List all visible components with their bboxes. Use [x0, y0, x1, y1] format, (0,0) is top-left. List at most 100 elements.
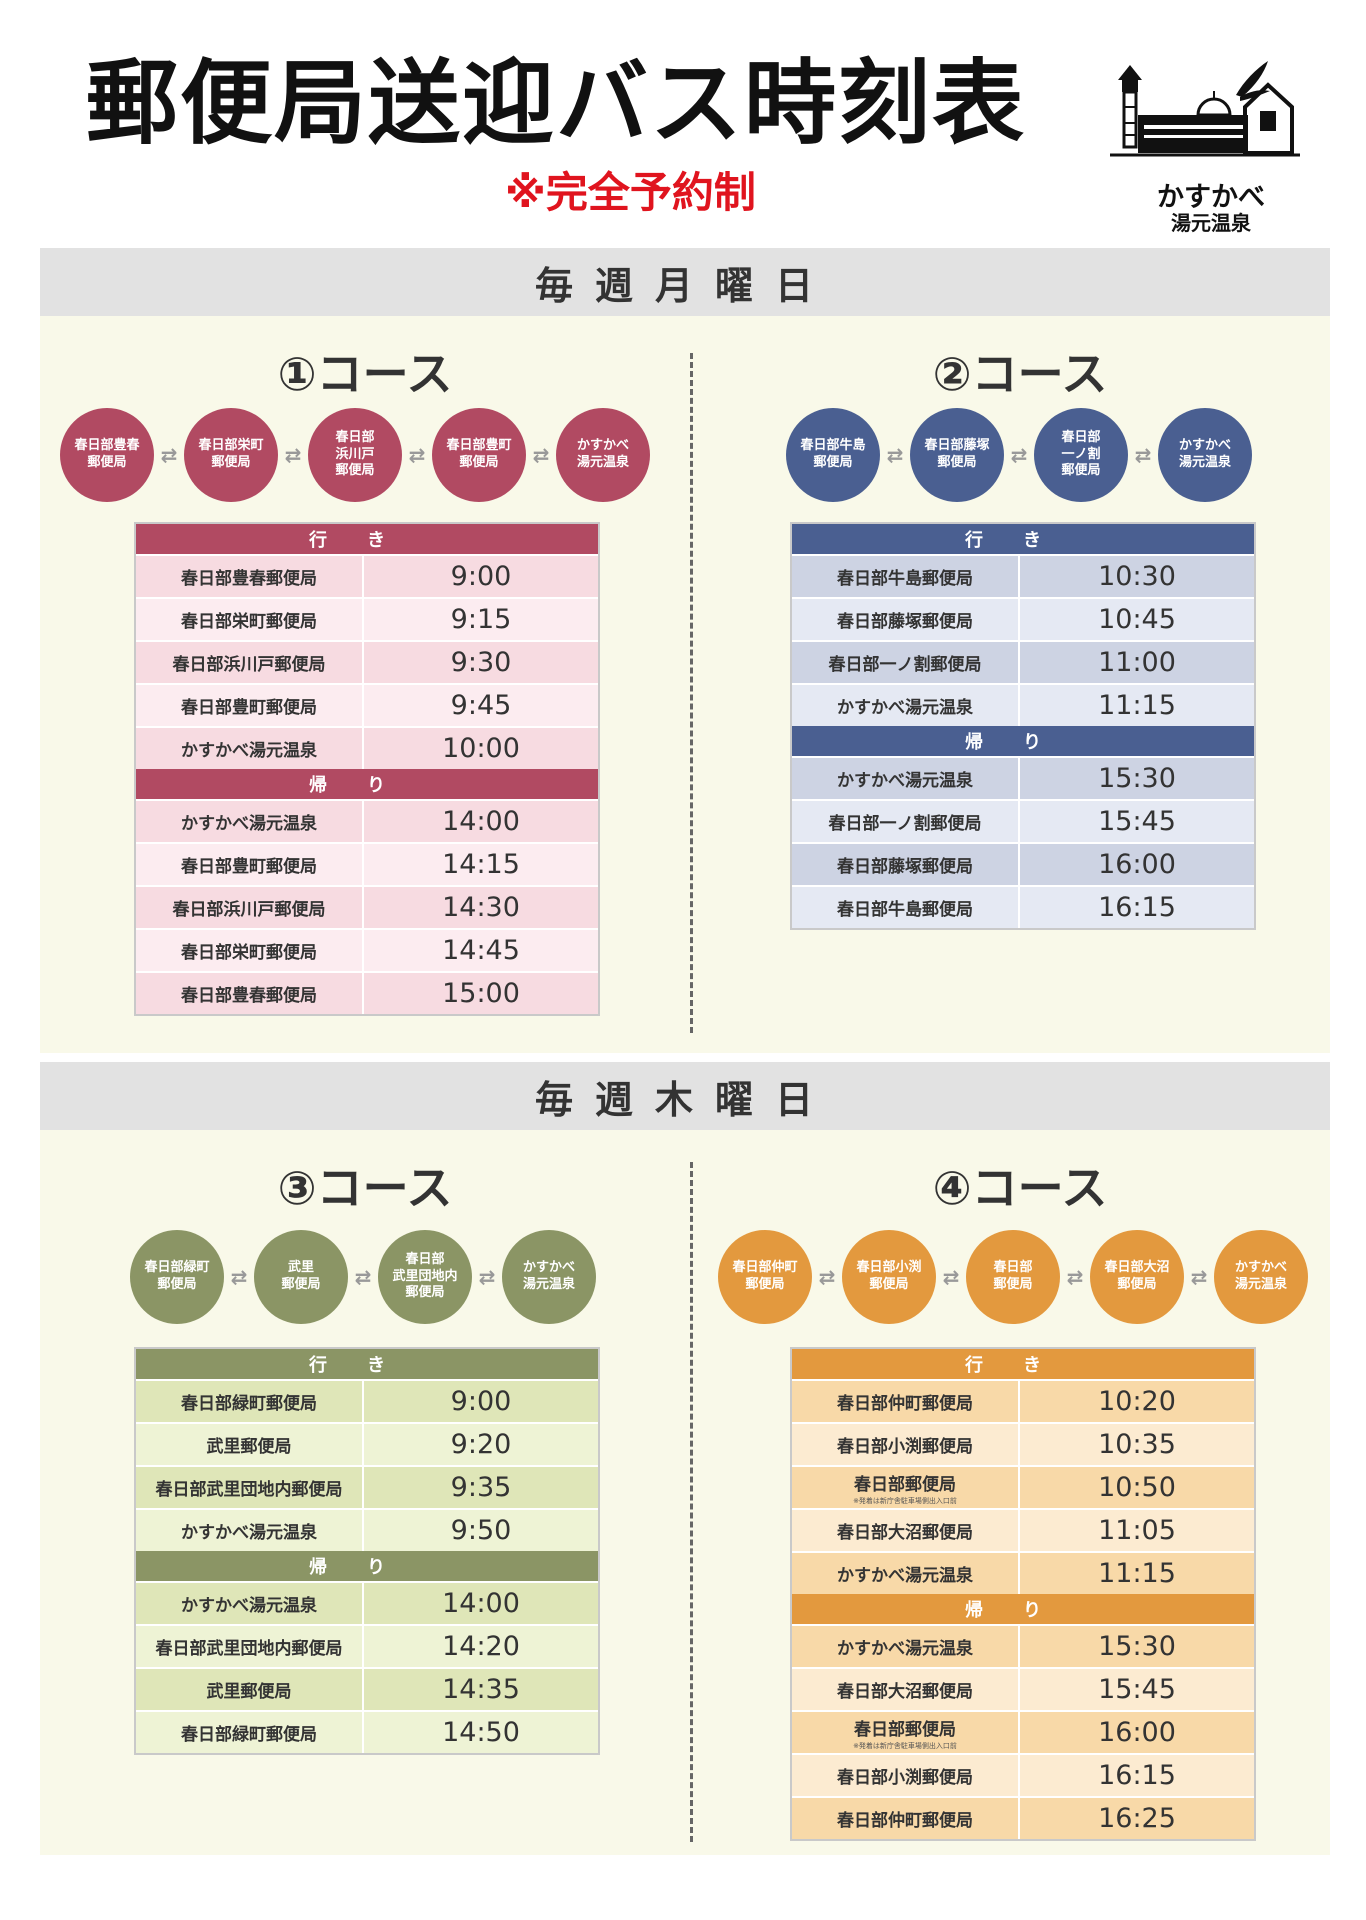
departure-time: 9:00	[450, 1386, 512, 1417]
station-label: 春日部牛島郵便局	[837, 569, 973, 589]
departure-time: 9:15	[450, 604, 512, 635]
course-4-title: ④コース	[932, 1161, 1108, 1215]
course-divider	[690, 1162, 693, 1842]
departure-time: 14:20	[442, 1631, 520, 1662]
return-row: 春日部武里団地内郵便局 14:20	[136, 1624, 598, 1667]
station-name: かすかべ湯元温泉	[136, 801, 364, 842]
monday-section: 毎週月曜日 ①コース 春日部豊春 郵便局 ⇄ 春日部栄町 郵便局 ⇄ 春日部 浜川戸 郵…	[40, 248, 1330, 1053]
departure-time: 11:15	[1098, 690, 1176, 721]
course-3-timetable: 行き 春日部緑町郵便局 9:00 武里郵便局 9:20 春日部武里団地内郵便局 9:35 かす…	[134, 1347, 600, 1755]
page-title: 郵便局送迎バス時刻表	[86, 50, 1027, 157]
return-row: かすかべ湯元温泉 14:00	[136, 1581, 598, 1624]
departure-time: 14:35	[442, 1674, 520, 1705]
station-name: 春日部豊町郵便局	[136, 685, 364, 726]
station-label: 春日部一ノ割郵便局	[828, 655, 982, 675]
return-header: 帰り	[792, 1594, 1254, 1624]
route-stop: 春日部豊春 郵便局	[60, 408, 154, 502]
course-4-timetable: 行き 春日部仲町郵便局 10:20 春日部小渕郵便局 10:35 春日部郵便局 ※発着は新庁…	[790, 1347, 1256, 1841]
station-name: かすかべ湯元温泉	[792, 1553, 1020, 1594]
departure-time: 11:00	[1098, 647, 1176, 678]
station-name: かすかべ湯元温泉	[136, 1583, 364, 1624]
outbound-row: 春日部郵便局 ※発着は新庁舎駐車場側出入口前 10:50	[792, 1465, 1254, 1508]
station-name: かすかべ湯元温泉	[792, 1626, 1020, 1667]
course-4-route: 春日部仲町 郵便局 ⇄ 春日部小渕 郵便局 ⇄ 春日部 郵便局 ⇄ 春日部大沼 郵便局 ⇄ かす…	[718, 1230, 1308, 1324]
logo-name: かすかべ	[1157, 182, 1265, 213]
route-stop: かすかべ 湯元温泉	[1158, 408, 1252, 502]
outbound-row: 春日部大沼郵便局 11:05	[792, 1508, 1254, 1551]
outbound-row: 武里郵便局 9:20	[136, 1422, 598, 1465]
station-name: 春日部大沼郵便局	[792, 1669, 1020, 1710]
station-name: 春日部藤塚郵便局	[792, 599, 1020, 640]
station-label: 春日部牛島郵便局	[837, 900, 973, 920]
departure-time: 10:35	[1098, 1429, 1176, 1460]
return-row: 春日部藤塚郵便局 16:00	[792, 842, 1254, 885]
station-label: 春日部大沼郵便局	[837, 1682, 973, 1702]
outbound-row: 春日部藤塚郵便局 10:45	[792, 597, 1254, 640]
departure-time: 9:00	[450, 561, 512, 592]
route-stop: 春日部藤塚 郵便局	[910, 408, 1004, 502]
station-name: 春日部武里団地内郵便局	[136, 1467, 364, 1508]
return-row: 春日部郵便局 ※発着は新庁舎駐車場側出入口前 16:00	[792, 1710, 1254, 1753]
return-row: かすかべ湯元温泉 15:30	[792, 756, 1254, 799]
departure-time: 10:50	[1098, 1472, 1176, 1503]
station-label: 春日部豊町郵便局	[181, 698, 317, 718]
route-stop: 春日部牛島 郵便局	[786, 408, 880, 502]
route-arrow-icon: ⇄	[1134, 443, 1152, 467]
outbound-row: 春日部牛島郵便局 10:30	[792, 554, 1254, 597]
thursday-heading: 毎週木曜日	[40, 1062, 1330, 1130]
departure-time: 9:50	[450, 1515, 512, 1546]
departure-time: 16:25	[1098, 1803, 1176, 1834]
station-name: かすかべ湯元温泉	[136, 1510, 364, 1551]
station-label: 春日部栄町郵便局	[181, 943, 317, 963]
route-arrow-icon: ⇄	[532, 443, 550, 467]
departure-time: 14:00	[442, 1588, 520, 1619]
station-label: 武里郵便局	[206, 1682, 292, 1702]
station-label: 春日部緑町郵便局	[181, 1725, 317, 1745]
outbound-row: 春日部小渕郵便局 10:35	[792, 1422, 1254, 1465]
station-name: 春日部仲町郵便局	[792, 1381, 1020, 1422]
outbound-row: 春日部一ノ割郵便局 11:00	[792, 640, 1254, 683]
route-stop: 武里 郵便局	[254, 1230, 348, 1324]
outbound-header: 行き	[792, 524, 1254, 554]
station-label: 春日部栄町郵便局	[181, 612, 317, 632]
route-arrow-icon: ⇄	[478, 1265, 496, 1289]
return-row: 春日部栄町郵便局 14:45	[136, 928, 598, 971]
route-arrow-icon: ⇄	[354, 1265, 372, 1289]
course-2-timetable: 行き 春日部牛島郵便局 10:30 春日部藤塚郵便局 10:45 春日部一ノ割郵便局 11:…	[790, 522, 1256, 930]
station-name: 春日部浜川戸郵便局	[136, 887, 364, 928]
departure-time: 16:00	[1098, 849, 1176, 880]
station-name: 春日部緑町郵便局	[136, 1381, 364, 1422]
route-stop: 春日部豊町 郵便局	[432, 408, 526, 502]
station-label: かすかべ湯元温泉	[837, 1639, 973, 1659]
return-row: 春日部仲町郵便局 16:25	[792, 1796, 1254, 1839]
departure-time: 9:35	[450, 1472, 512, 1503]
route-stop: 春日部 郵便局	[966, 1230, 1060, 1324]
route-stop: かすかべ 湯元温泉	[1214, 1230, 1308, 1324]
station-label: 武里郵便局	[206, 1437, 292, 1457]
departure-time: 16:15	[1098, 892, 1176, 923]
departure-time: 14:50	[442, 1717, 520, 1748]
station-name: かすかべ湯元温泉	[792, 685, 1020, 726]
station-name: 春日部大沼郵便局	[792, 1510, 1020, 1551]
departure-time: 15:45	[1098, 1674, 1176, 1705]
station-name: 春日部牛島郵便局	[792, 556, 1020, 597]
route-stop: 春日部小渕 郵便局	[842, 1230, 936, 1324]
departure-time: 9:20	[450, 1429, 512, 1460]
station-label: 春日部武里団地内郵便局	[155, 1480, 343, 1500]
return-header: 帰り	[136, 1551, 598, 1581]
station-name: 春日部武里団地内郵便局	[136, 1626, 364, 1667]
outbound-row: かすかべ湯元温泉 11:15	[792, 683, 1254, 726]
station-label: かすかべ湯元温泉	[181, 1596, 317, 1616]
station-label: 春日部藤塚郵便局	[837, 857, 973, 877]
station-name: 春日部郵便局 ※発着は新庁舎駐車場側出入口前	[792, 1712, 1020, 1753]
outbound-row: 春日部栄町郵便局 9:15	[136, 597, 598, 640]
route-arrow-icon: ⇄	[1010, 443, 1028, 467]
station-label: かすかべ湯元温泉	[181, 741, 317, 761]
station-label: 春日部豊町郵便局	[181, 857, 317, 877]
departure-time: 14:45	[442, 935, 520, 966]
station-name: 武里郵便局	[136, 1424, 364, 1465]
return-row: 武里郵便局 14:35	[136, 1667, 598, 1710]
station-label: 春日部浜川戸郵便局	[172, 655, 326, 675]
outbound-row: 春日部豊町郵便局 9:45	[136, 683, 598, 726]
departure-time: 16:00	[1098, 1717, 1176, 1748]
